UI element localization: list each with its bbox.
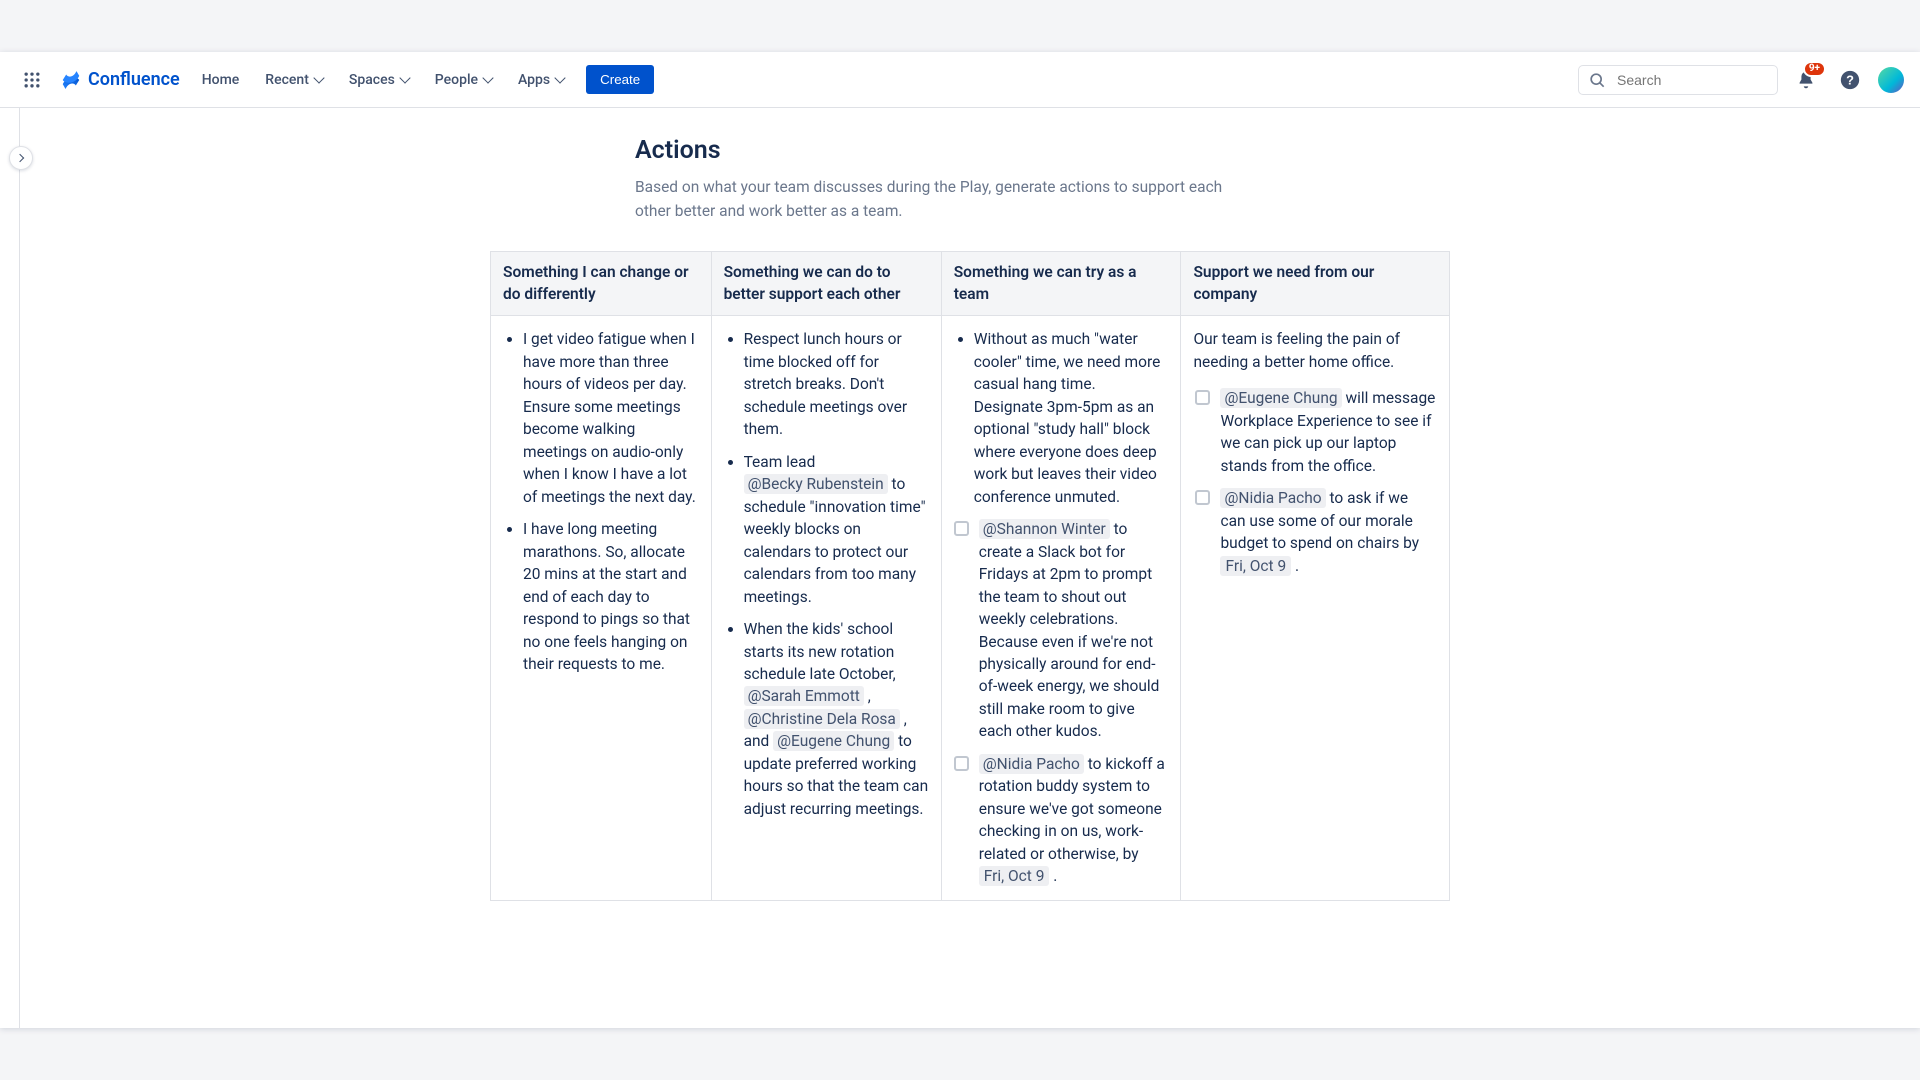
text: ,	[864, 687, 871, 705]
chevron-down-icon	[313, 72, 324, 83]
task-text: @Nidia Pacho to kickoff a rotation buddy…	[979, 753, 1169, 888]
nav-left: Confluence Home Recent Spaces People App…	[16, 64, 654, 96]
help-icon: ?	[1839, 69, 1861, 91]
search-box[interactable]	[1578, 65, 1778, 95]
mention[interactable]: @Nidia Pacho	[1220, 488, 1325, 508]
task-checkbox[interactable]	[1195, 490, 1210, 505]
list-item: Respect lunch hours or time blocked off …	[744, 328, 929, 440]
mention[interactable]: @Eugene Chung	[1220, 388, 1341, 408]
nav-apps-label: Apps	[518, 72, 550, 88]
text: .	[1291, 557, 1299, 575]
section-heading: Actions	[490, 136, 1450, 165]
chevron-down-icon	[482, 72, 493, 83]
list-item: I get video fatigue when I have more tha…	[523, 328, 699, 508]
col-header-4: Support we need from our company	[1181, 252, 1450, 316]
text: Team lead	[744, 453, 816, 471]
content-area: Actions Based on what your team discusse…	[0, 108, 1920, 1028]
create-button[interactable]: Create	[586, 65, 654, 94]
nav-spaces-label: Spaces	[349, 72, 395, 88]
mention[interactable]: @Eugene Chung	[773, 731, 894, 751]
top-nav: Confluence Home Recent Spaces People App…	[0, 52, 1920, 108]
col-header-2: Something we can do to better support ea…	[711, 252, 941, 316]
product-name: Confluence	[88, 69, 180, 90]
date-chip[interactable]: Fri, Oct 9	[1220, 556, 1291, 576]
expand-sidebar-button[interactable]	[9, 146, 33, 170]
mention[interactable]: @Becky Rubenstein	[744, 474, 888, 494]
task-item: @Nidia Pacho to kickoff a rotation buddy…	[954, 753, 1169, 888]
notifications-badge: 9+	[1803, 61, 1826, 77]
task-checkbox[interactable]	[954, 521, 969, 536]
text: to create a Slack bot for Fridays at 2pm…	[979, 520, 1160, 740]
task-text: @Shannon Winter to create a Slack bot fo…	[979, 518, 1169, 743]
col-header-3: Something we can try as a team	[941, 252, 1181, 316]
task-text: @Nidia Pacho to ask if we can use some o…	[1220, 487, 1437, 577]
cell-col3: Without as much "water cooler" time, we …	[941, 316, 1181, 900]
notifications-button[interactable]: 9+	[1790, 64, 1822, 96]
task-list: @Eugene Chung will message Workplace Exp…	[1193, 387, 1437, 577]
search-input[interactable]	[1615, 71, 1755, 89]
chevron-right-icon	[16, 154, 24, 162]
nav-recent-label: Recent	[265, 72, 309, 88]
list-item: When the kids' school starts its new rot…	[744, 618, 929, 820]
profile-avatar[interactable]	[1878, 67, 1904, 93]
nav-people-label: People	[435, 72, 478, 88]
text: When the kids' school starts its new rot…	[744, 620, 896, 683]
product-logo[interactable]: Confluence	[54, 69, 186, 91]
page-inner: Actions Based on what your team discusse…	[490, 136, 1450, 901]
chevron-down-icon	[399, 72, 410, 83]
nav-people[interactable]: People	[425, 66, 502, 94]
chevron-down-icon	[554, 72, 565, 83]
col-header-1: Something I can change or do differently	[491, 252, 712, 316]
mention[interactable]: @Nidia Pacho	[979, 754, 1084, 774]
text: to schedule "innovation time" weekly blo…	[744, 475, 926, 605]
app-window: Confluence Home Recent Spaces People App…	[0, 52, 1920, 1028]
nav-right: 9+ ?	[1578, 64, 1904, 96]
text: .	[1049, 867, 1057, 885]
nav-home[interactable]: Home	[192, 66, 250, 94]
task-item: @Nidia Pacho to ask if we can use some o…	[1195, 487, 1437, 577]
nav-spaces[interactable]: Spaces	[339, 66, 419, 94]
col2-list: Respect lunch hours or time blocked off …	[724, 328, 929, 820]
task-item: @Eugene Chung will message Workplace Exp…	[1195, 387, 1437, 477]
svg-text:?: ?	[1846, 72, 1854, 87]
task-text: @Eugene Chung will message Workplace Exp…	[1220, 387, 1437, 477]
col1-list: I get video fatigue when I have more tha…	[503, 328, 699, 675]
nav-recent[interactable]: Recent	[255, 66, 333, 94]
section-subhead: Based on what your team discusses during…	[490, 175, 1250, 223]
cell-col4: Our team is feeling the pain of needing …	[1181, 316, 1450, 900]
collapsed-sidebar	[0, 108, 20, 1028]
mention[interactable]: @Shannon Winter	[979, 519, 1110, 539]
help-button[interactable]: ?	[1834, 64, 1866, 96]
task-item: @Shannon Winter to create a Slack bot fo…	[954, 518, 1169, 743]
lead-text: Our team is feeling the pain of needing …	[1193, 328, 1437, 373]
date-chip[interactable]: Fri, Oct 9	[979, 866, 1050, 886]
list-item: Without as much "water cooler" time, we …	[974, 328, 1169, 508]
list-item: Team lead @Becky Rubenstein to schedule …	[744, 451, 929, 608]
cell-col2: Respect lunch hours or time blocked off …	[711, 316, 941, 900]
col3-list: Without as much "water cooler" time, we …	[954, 328, 1169, 508]
search-icon	[1587, 70, 1607, 90]
page-body: Actions Based on what your team discusse…	[20, 108, 1920, 1028]
cell-col1: I get video fatigue when I have more tha…	[491, 316, 712, 900]
list-item: I have long meeting marathons. So, alloc…	[523, 518, 699, 675]
task-checkbox[interactable]	[954, 756, 969, 771]
actions-table: Something I can change or do differently…	[490, 251, 1450, 901]
task-checkbox[interactable]	[1195, 390, 1210, 405]
nav-apps[interactable]: Apps	[508, 66, 574, 94]
mention[interactable]: @Christine Dela Rosa	[744, 709, 900, 729]
app-switcher-icon[interactable]	[16, 64, 48, 96]
nav-home-label: Home	[202, 72, 240, 88]
mention[interactable]: @Sarah Emmott	[744, 686, 864, 706]
